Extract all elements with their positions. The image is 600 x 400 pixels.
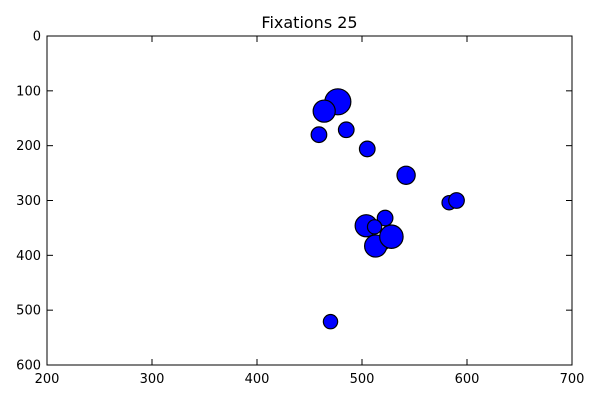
x-tick-label: 500: [350, 372, 375, 387]
y-tick-label: 400: [16, 249, 41, 264]
fixation-point: [376, 209, 394, 227]
chart-title: Fixations 25: [261, 13, 357, 32]
y-tick-label: 200: [16, 139, 41, 154]
axes-frame: [46, 35, 573, 366]
fixation-point: [322, 313, 339, 330]
y-tick-label: 100: [16, 84, 41, 99]
fixation-point: [396, 165, 416, 185]
fixation-point: [310, 126, 328, 144]
y-tick-label: 0: [33, 30, 41, 45]
x-tick-label: 600: [455, 372, 480, 387]
fixation-point: [379, 224, 404, 249]
x-tick-label: 300: [140, 372, 165, 387]
plot-area: [310, 88, 465, 330]
y-axis: 0 100 200 300 400 500 600: [16, 30, 572, 374]
fixation-point: [312, 99, 336, 123]
y-tick-label: 500: [16, 304, 41, 319]
y-tick-label: 600: [16, 359, 41, 374]
fixation-point: [448, 192, 465, 209]
x-tick-label: 700: [560, 372, 585, 387]
fixation-point: [358, 140, 376, 158]
x-tick-label: 400: [245, 372, 270, 387]
x-axis: 200 300 400 500 600 700: [35, 36, 585, 387]
x-tick-label: 200: [35, 372, 60, 387]
y-tick-label: 300: [16, 194, 41, 209]
fixation-point: [337, 121, 355, 139]
fixation-point: [366, 219, 383, 235]
